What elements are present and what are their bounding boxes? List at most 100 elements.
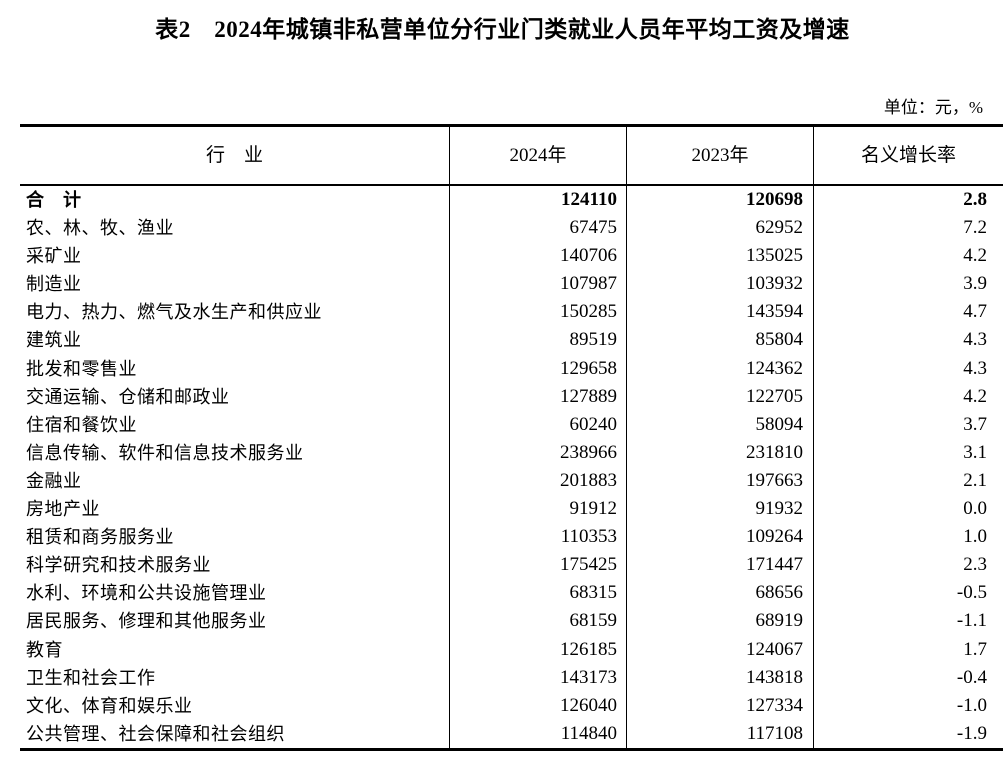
wage-2024-cell: 107987 [449,270,626,299]
column-header-industry: 行 业 [205,145,263,166]
wage-2023-cell: 91932 [626,495,813,524]
table-row: 卫生和社会工作 143173 143818 -0.4 [20,663,1003,692]
industry-name-cell: 农、林、牧、渔业 [26,218,174,239]
table-row: 公共管理、社会保障和社会组织 114840 117108 -1.9 [20,719,1003,748]
wage-2024-cell: 150285 [449,298,626,327]
industry-name-cell: 科学研究和技术服务业 [26,555,211,576]
wage-2023-cell: 171447 [626,551,813,580]
wage-2024-cell: 89519 [449,326,626,355]
table-row: 电力、热力、燃气及水生产和供应业 150285 143594 4.7 [20,298,1003,327]
growth-rate-cell: -1.0 [813,691,1003,720]
wage-2024-cell: 67475 [449,214,626,243]
wage-2024-cell: 124110 [449,186,626,215]
industry-name-cell: 金融业 [26,470,82,491]
table-row: 水利、环境和公共设施管理业 68315 68656 -0.5 [20,579,1003,608]
table-body: 合 计 124110 120698 2.8 农、林、牧、渔业 67475 629… [20,186,1003,748]
growth-rate-cell: 3.1 [813,438,1003,467]
growth-rate-cell: 4.3 [813,354,1003,383]
unit-note: 单位：元，% [883,98,983,117]
growth-rate-cell: 4.3 [813,326,1003,355]
growth-rate-cell: 3.9 [813,270,1003,299]
growth-rate-cell: 3.7 [813,410,1003,439]
wage-2023-cell: 231810 [626,438,813,467]
industry-name-cell: 居民服务、修理和其他服务业 [26,611,267,632]
industry-name-cell: 房地产业 [26,499,100,520]
table-row: 采矿业 140706 135025 4.2 [20,242,1003,271]
table-header-row: 行 业 2024年 2023年 名义增长率 [20,127,1003,186]
column-header-2024: 2024年 [449,127,626,184]
wage-2024-cell: 60240 [449,410,626,439]
table-row: 科学研究和技术服务业 175425 171447 2.3 [20,551,1003,580]
wage-2023-cell: 122705 [626,382,813,411]
wage-2024-cell: 114840 [449,719,626,748]
growth-rate-cell: 1.7 [813,635,1003,664]
industry-name-cell: 水利、环境和公共设施管理业 [26,583,267,604]
growth-rate-cell: 7.2 [813,214,1003,243]
wage-2023-cell: 197663 [626,466,813,496]
growth-rate-cell: -0.5 [813,579,1003,608]
industry-name-cell: 公共管理、社会保障和社会组织 [26,723,285,744]
wage-2024-cell: 140706 [449,242,626,271]
wage-2023-cell: 127334 [626,691,813,720]
wage-2024-cell: 68315 [449,579,626,608]
wage-2023-cell: 109264 [626,523,813,552]
industry-name-cell: 建筑业 [26,330,82,351]
growth-rate-cell: 4.2 [813,242,1003,271]
industry-name-cell: 文化、体育和娱乐业 [26,695,193,716]
wage-2024-cell: 126185 [449,635,626,664]
growth-rate-cell: 2.8 [813,186,1003,215]
table-row: 批发和零售业 129658 124362 4.3 [20,354,1003,383]
wage-2023-cell: 85804 [626,326,813,355]
column-header-growth-rate: 名义增长率 [813,127,1003,184]
table-row: 建筑业 89519 85804 4.3 [20,326,1003,355]
table-row: 租赁和商务服务业 110353 109264 1.0 [20,523,1003,552]
industry-name-cell: 租赁和商务服务业 [26,527,174,548]
growth-rate-cell: -1.1 [813,607,1003,636]
wage-2024-cell: 129658 [449,354,626,383]
growth-rate-cell: 4.2 [813,382,1003,411]
industry-name-cell: 交通运输、仓储和邮政业 [26,386,230,407]
wage-2024-cell: 91912 [449,495,626,524]
wage-2023-cell: 68656 [626,579,813,608]
table-row: 交通运输、仓储和邮政业 127889 122705 4.2 [20,382,1003,411]
wage-2023-cell: 143594 [626,298,813,327]
industry-name-cell: 信息传输、软件和信息技术服务业 [26,442,304,463]
table-row: 制造业 107987 103932 3.9 [20,270,1003,299]
industry-name-cell: 住宿和餐饮业 [26,414,137,435]
wage-table: 行 业 2024年 2023年 名义增长率 合 计 124110 120698 … [20,124,1003,751]
wage-2023-cell: 124067 [626,635,813,664]
wage-2023-cell: 135025 [626,242,813,271]
wage-2024-cell: 110353 [449,523,626,552]
wage-2023-cell: 103932 [626,270,813,299]
growth-rate-cell: -1.9 [813,719,1003,748]
industry-name-cell: 批发和零售业 [26,358,137,379]
table-row: 居民服务、修理和其他服务业 68159 68919 -1.1 [20,607,1003,636]
wage-2023-cell: 124362 [626,354,813,383]
column-header-2023: 2023年 [626,127,813,184]
wage-2023-cell: 68919 [626,607,813,636]
table-row: 住宿和餐饮业 60240 58094 3.7 [20,410,1003,439]
growth-rate-cell: 0.0 [813,495,1003,524]
table-row: 合 计 124110 120698 2.8 [20,186,1003,215]
wage-2024-cell: 201883 [449,466,626,496]
industry-name-cell: 合 计 [26,190,82,210]
industry-name-cell: 制造业 [26,274,82,295]
industry-name-cell: 卫生和社会工作 [26,667,156,688]
growth-rate-cell: 2.3 [813,551,1003,580]
industry-name-cell: 教育 [26,639,63,660]
table-title: 表2 2024年城镇非私营单位分行业门类就业人员年平均工资及增速 [155,17,850,42]
wage-2024-cell: 68159 [449,607,626,636]
table-row: 金融业 201883 197663 2.1 [20,466,1003,496]
industry-name-cell: 采矿业 [26,246,82,267]
wage-2023-cell: 117108 [626,719,813,748]
wage-2024-cell: 126040 [449,691,626,720]
wage-2024-cell: 127889 [449,382,626,411]
table-row: 房地产业 91912 91932 0.0 [20,495,1003,524]
wage-2023-cell: 120698 [626,186,813,215]
table-row: 信息传输、软件和信息技术服务业 238966 231810 3.1 [20,438,1003,467]
growth-rate-cell: -0.4 [813,663,1003,692]
wage-2024-cell: 143173 [449,663,626,692]
growth-rate-cell: 4.7 [813,298,1003,327]
growth-rate-cell: 1.0 [813,523,1003,552]
